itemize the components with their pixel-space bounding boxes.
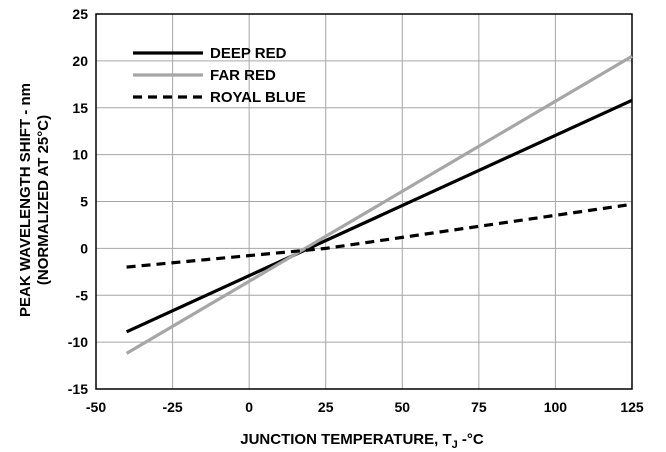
series-line-far-red — [125, 54, 633, 355]
grid-lines — [95, 13, 633, 390]
y-axis-title: PEAK WAVELENGTH SHIFT - nm (NORMALIZED A… — [17, 83, 52, 317]
y-tick-label: -15 — [68, 381, 88, 397]
x-tick-label: 25 — [318, 399, 334, 415]
legend-label-far-red: FAR RED — [210, 67, 276, 84]
x-tick-labels: -50 -25 0 25 50 75 100 125 — [86, 399, 644, 415]
legend: DEEP RED FAR RED ROYAL BLUE — [133, 45, 306, 106]
plot-frame — [95, 13, 633, 390]
y-tick-label: 0 — [80, 240, 88, 256]
y-tick-label: -5 — [76, 287, 89, 303]
y-tick-label: 15 — [72, 100, 88, 116]
x-tick-label: -25 — [162, 399, 182, 415]
y-tick-labels: -15 -10 -5 0 5 10 15 20 25 — [68, 6, 88, 397]
x-axis-title: JUNCTION TEMPERATURE, TJ -°C — [240, 431, 484, 451]
y-tick-label: 25 — [72, 6, 88, 22]
series-line-deep-red — [125, 98, 633, 334]
series-line-royal-blue — [126, 202, 633, 269]
series-layer — [125, 54, 633, 355]
legend-label-royal-blue: ROYAL BLUE — [210, 89, 306, 106]
y-tick-label: -10 — [68, 334, 88, 350]
y-axis-title-line2: (NORMALIZED AT 25°C) — [35, 115, 52, 285]
x-tick-label: 125 — [620, 399, 644, 415]
x-tick-label: 0 — [245, 399, 253, 415]
y-tick-label: 10 — [72, 147, 88, 163]
y-tick-label: 5 — [80, 194, 88, 210]
x-tick-label: 75 — [471, 399, 487, 415]
y-tick-label: 20 — [72, 53, 88, 69]
x-tick-label: 50 — [394, 399, 410, 415]
y-axis-title-line1: PEAK WAVELENGTH SHIFT - nm — [17, 83, 34, 317]
x-tick-label: 100 — [544, 399, 568, 415]
legend-label-deep-red: DEEP RED — [210, 45, 287, 62]
x-tick-label: -50 — [86, 399, 106, 415]
